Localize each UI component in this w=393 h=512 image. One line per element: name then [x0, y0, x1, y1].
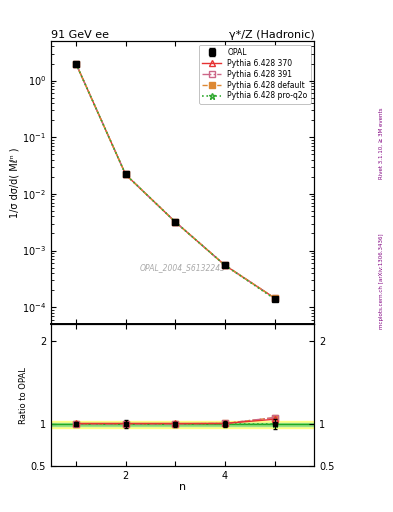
- Line: Pythia 6.428 default: Pythia 6.428 default: [73, 61, 277, 301]
- Pythia 6.428 pro-q2o: [123, 172, 128, 178]
- Y-axis label: 1/σ dσ/d( Mℓⁿ ): 1/σ dσ/d( Mℓⁿ ): [9, 147, 19, 218]
- Pythia 6.428 default: [123, 172, 128, 178]
- Pythia 6.428 pro-q2o: [222, 262, 227, 268]
- Pythia 6.428 pro-q2o: [173, 219, 178, 225]
- Pythia 6.428 370: [272, 295, 277, 301]
- Text: γ*/Z (Hadronic): γ*/Z (Hadronic): [229, 30, 314, 40]
- Pythia 6.428 370: [173, 219, 178, 225]
- Pythia 6.428 391: [222, 262, 227, 268]
- Text: 91 GeV ee: 91 GeV ee: [51, 30, 109, 40]
- Pythia 6.428 391: [173, 219, 178, 225]
- Pythia 6.428 default: [222, 262, 227, 268]
- Pythia 6.428 370: [222, 262, 227, 268]
- Bar: [51, 421, 314, 428]
- Pythia 6.428 pro-q2o: [272, 296, 277, 302]
- Pythia 6.428 391: [73, 60, 78, 67]
- Pythia 6.428 default: [173, 219, 178, 225]
- Pythia 6.428 370: [73, 60, 78, 67]
- Pythia 6.428 pro-q2o: [73, 60, 78, 67]
- X-axis label: n: n: [179, 482, 186, 492]
- Pythia 6.428 default: [272, 295, 277, 301]
- Line: Pythia 6.428 370: Pythia 6.428 370: [73, 61, 277, 301]
- Text: Rivet 3.1.10, ≥ 3M events: Rivet 3.1.10, ≥ 3M events: [379, 108, 384, 179]
- Pythia 6.428 391: [123, 172, 128, 178]
- Text: mcplots.cern.ch [arXiv:1306.3436]: mcplots.cern.ch [arXiv:1306.3436]: [379, 234, 384, 329]
- Text: OPAL_2004_S6132243: OPAL_2004_S6132243: [140, 263, 226, 272]
- Legend: OPAL, Pythia 6.428 370, Pythia 6.428 391, Pythia 6.428 default, Pythia 6.428 pro: OPAL, Pythia 6.428 370, Pythia 6.428 391…: [199, 45, 310, 103]
- Pythia 6.428 370: [123, 172, 128, 178]
- Pythia 6.428 391: [272, 295, 277, 301]
- Pythia 6.428 default: [73, 60, 78, 67]
- Y-axis label: Ratio to OPAL: Ratio to OPAL: [19, 367, 28, 423]
- Bar: [51, 422, 314, 426]
- Line: Pythia 6.428 391: Pythia 6.428 391: [73, 61, 277, 301]
- Line: Pythia 6.428 pro-q2o: Pythia 6.428 pro-q2o: [72, 60, 278, 303]
